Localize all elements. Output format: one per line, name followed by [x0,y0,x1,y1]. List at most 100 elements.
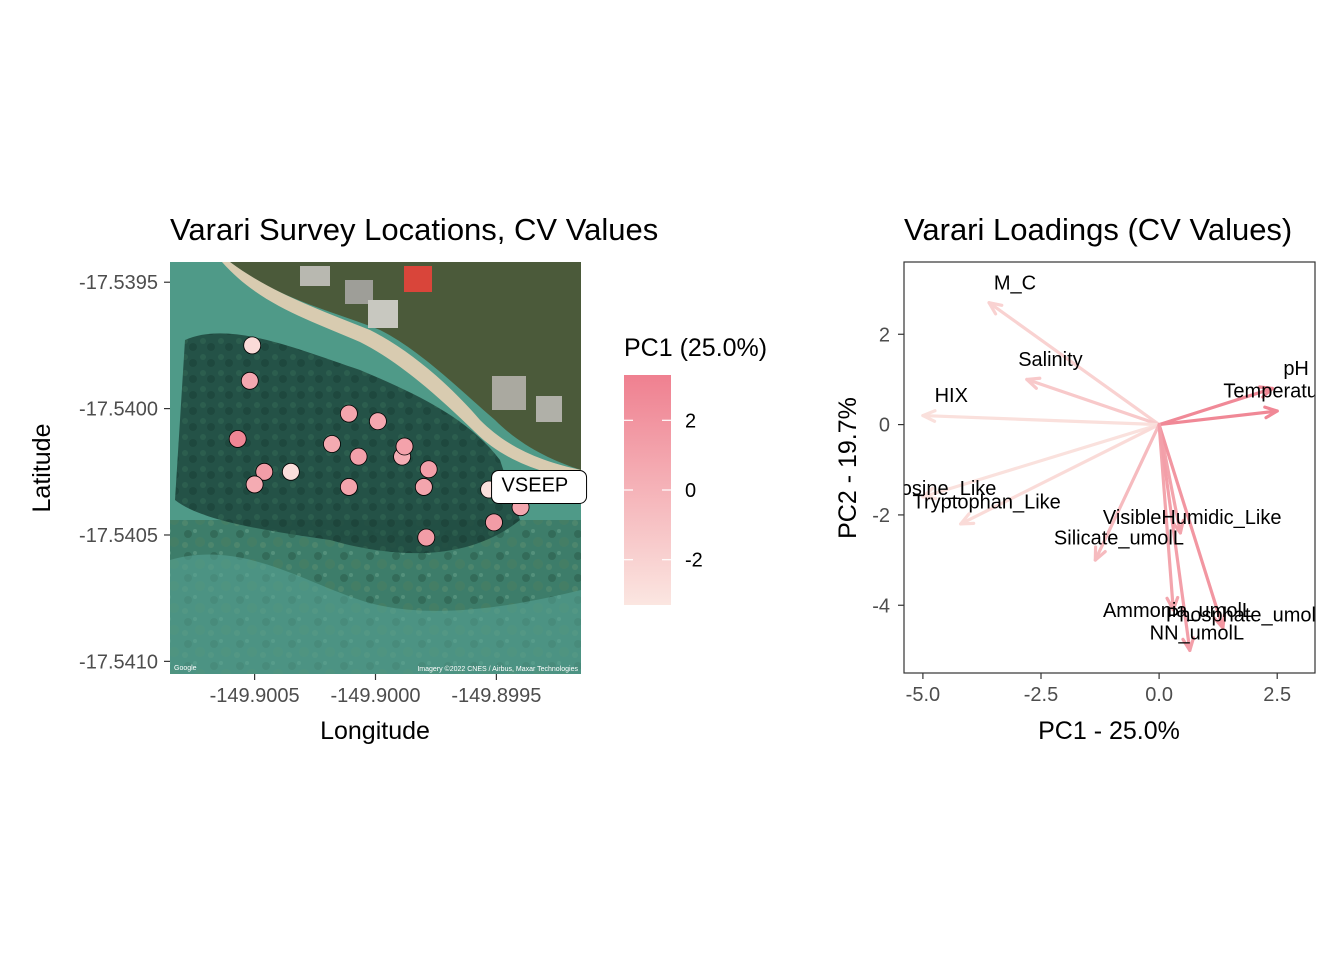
loadings-chart-title: Varari Loadings (CV Values) [904,212,1292,247]
loading-arrow-shaft [1157,409,1279,427]
loading-arrow [1157,422,1180,612]
legend: PC1 (25.0%) 2 0 -2 [624,334,767,605]
loading-arrow [921,409,1161,427]
map-house [492,376,526,410]
loading-label: VisibleHumidic_Like [1103,507,1282,529]
survey-point [255,462,274,481]
vseep-tag-box [491,469,588,504]
map-beach [222,262,581,480]
loadings-x-tick-label: 0.0 [1145,684,1173,706]
loadings-x-axis-title: PC1 - 25.0% [1038,717,1180,745]
map-x-tick-label: -149.9005 [210,685,300,707]
map-house [368,300,398,328]
map-x-tick-label: -149.9000 [330,685,420,707]
legend-title: PC1 (25.0%) [624,334,767,362]
loading-arrow-head [1165,595,1180,612]
loading-label: Tryptophan_Like [913,491,1061,513]
map-y-tick-label: -17.5405 [79,525,158,547]
loading-label: Silicate_umolL [1054,528,1184,550]
loading-arrow-shaft [921,413,1161,427]
loading-arrow-shaft [1025,377,1161,427]
survey-point [281,462,300,481]
loadings-y-tick-label: -2 [872,505,890,527]
survey-point [419,460,438,479]
survey-point [240,371,259,390]
survey-point [323,435,341,453]
loading-arrow-head [921,409,937,423]
survey-point [340,404,358,423]
map-attribution-imagery: Imagery ©2022 CNES / Airbus, Maxar Techn… [417,665,578,673]
loading-arrow-head [987,301,1004,316]
loading-label: M_C [994,272,1036,294]
map-house-red-roof [404,266,432,292]
loadings-x-axis: -5.0 -2.5 0.0 2.5 [906,673,1291,706]
loading-arrow [921,422,1161,501]
survey-point [245,475,264,494]
survey-point [369,412,387,431]
loading-label: Salinity [1018,349,1082,371]
loadings-y-axis-title: PC2 - 19.7% [834,397,862,539]
survey-point [349,447,368,466]
loading-arrow-head [921,486,938,501]
map-lagoon-channel [170,554,581,674]
map-y-axis: -17.5395 -17.5400 -17.5405 -17.5410 [79,272,170,673]
loadings-arrows-layer [921,301,1279,653]
loading-arrow-head [1025,376,1042,390]
legend-ticks: 2 0 -2 [624,410,703,572]
loading-arrow-head [1093,545,1107,562]
loadings-x-tick-label: 2.5 [1263,684,1291,706]
loading-arrow [1157,385,1275,427]
loading-label: HIX [935,385,968,407]
legend-tick-label: 2 [685,410,696,432]
loadings-y-axis: 2 0 -2 -4 [872,324,904,617]
map-house [536,396,562,422]
loading-arrow-shaft [987,301,1161,427]
loading-label: Temperature [1223,381,1335,403]
map-x-tick-label: -149.8995 [451,685,541,707]
survey-point [395,437,414,456]
vseep-tag-label: VSEEP [502,474,569,496]
map-x-axis-title: Longitude [320,717,430,745]
loading-arrow-shaft [921,422,1161,499]
loading-arrow [959,422,1161,526]
map-house [300,266,330,286]
map-attribution-logo: Google [174,665,197,672]
loading-arrow-head [1171,518,1185,535]
survey-point [485,513,503,532]
survey-point [417,528,436,547]
loading-arrow [1157,405,1279,427]
loading-arrow-shaft [1157,422,1225,630]
loadings-panel-border [903,261,1316,674]
loadings-panel-background [904,262,1315,673]
loading-arrow-head [1263,405,1279,420]
map-chart-title: Varari Survey Locations, CV Values [170,212,658,247]
loading-arrow-head [1257,385,1275,399]
loadings-y-tick-label: 0 [879,415,890,437]
map-dark-reef [175,333,520,554]
map-x-axis: -149.9005 -149.9000 -149.8995 [210,674,541,707]
loadings-y-tick-label: 2 [879,324,890,346]
loadings-x-tick-label: -5.0 [906,684,940,706]
survey-point [243,336,262,355]
legend-tick-label: 0 [685,480,696,502]
loading-arrow [1157,422,1226,630]
loading-label: Ammonia_umolL [1103,600,1253,622]
loading-label: Tyrosine_Like [873,478,996,500]
survey-point [340,478,358,496]
map-y-tick-label: -17.5400 [79,399,158,421]
loading-arrow-shaft [1157,422,1175,612]
loading-arrow [987,301,1161,427]
legend-tick-label: -2 [685,550,703,572]
loading-arrow [1093,422,1161,562]
loading-label: Phosphate_umolL [1166,604,1327,626]
survey-point [228,430,247,448]
loading-arrow-head [1212,613,1226,630]
loading-arrow-head [959,512,976,526]
map-y-axis-title: Latitude [28,424,56,513]
loadings-y-tick-label: -4 [872,595,890,617]
loading-arrow-shaft [1157,386,1275,427]
loading-label: pH [1283,358,1309,380]
loading-arrow-head [1181,636,1196,653]
